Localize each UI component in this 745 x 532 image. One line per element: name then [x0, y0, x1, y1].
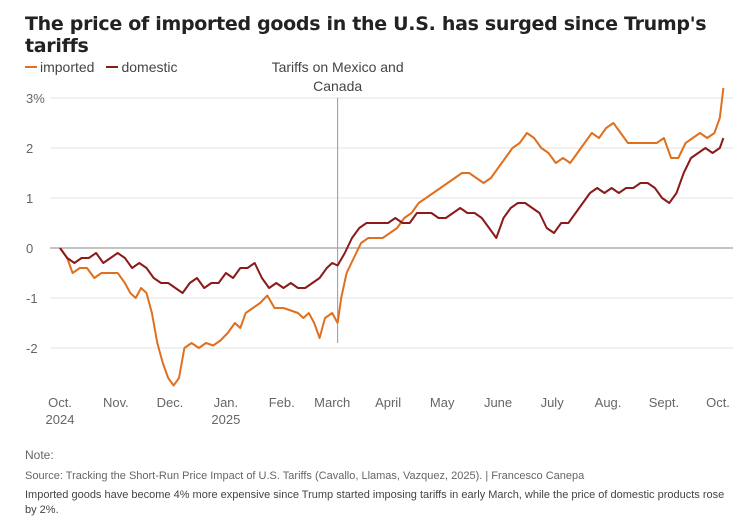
tariff-annotation: Tariffs on Mexico and Canada	[272, 59, 404, 343]
gridlines	[50, 97, 733, 349]
chart-title: The price of imported goods in the U.S. …	[25, 13, 707, 57]
legend-swatch-imported	[25, 66, 37, 68]
footer-description: Imported goods have become 4% more expen…	[25, 489, 725, 516]
x-tick-label: Nov.	[103, 395, 129, 410]
legend-item-domestic: domestic	[106, 59, 178, 75]
series-line-domestic	[59, 137, 725, 294]
x-tick-label: June	[484, 395, 512, 410]
legend-item-imported: imported	[25, 59, 94, 75]
x-tick-label: Oct.	[706, 395, 730, 410]
y-tick-label: 3%	[26, 91, 45, 106]
series-line-imported	[59, 87, 725, 387]
x-tick-year-label: 2025	[211, 412, 240, 427]
x-tick-label: Feb.	[269, 395, 295, 410]
y-tick-label: -2	[26, 341, 38, 356]
x-axis-ticks: Oct. 2024 Nov. Dec. Jan. 2025 Feb. March April Ma…	[46, 395, 730, 427]
x-tick-label: April	[375, 395, 401, 410]
footer-source: Source: Tracking the Short-Run Price Imp…	[25, 470, 585, 482]
annotation-label-line2: Canada	[313, 78, 362, 94]
y-tick-label: -1	[26, 291, 38, 306]
legend-swatch-domestic	[106, 66, 119, 68]
x-tick-label: May	[430, 395, 455, 410]
y-tick-label: 0	[26, 241, 33, 256]
legend-label-domestic: domestic	[121, 59, 178, 75]
legend: imported domestic	[25, 59, 178, 75]
x-tick-label: March	[314, 395, 350, 410]
y-tick-label: 1	[26, 191, 33, 206]
x-tick-label: Aug.	[595, 395, 622, 410]
x-tick-year-label: 2024	[46, 412, 75, 427]
series-lines	[59, 87, 725, 387]
x-tick-label: Oct.	[48, 395, 72, 410]
y-axis-ticks: 3% 2 1 0 -1 -2	[26, 91, 45, 356]
x-tick-label: Sept.	[649, 395, 679, 410]
y-tick-label: 2	[26, 141, 33, 156]
x-tick-label: Jan.	[214, 395, 239, 410]
x-tick-label: July	[541, 395, 565, 410]
footer-note: Note:	[25, 448, 54, 462]
legend-label-imported: imported	[40, 59, 95, 75]
annotation-label-line1: Tariffs on Mexico and	[272, 59, 404, 75]
x-tick-label: Dec.	[157, 395, 184, 410]
line-chart: 3% 2 1 0 -1 -2 Oct. 2024 Nov. Dec. Jan. 2025 Feb. Ma…	[26, 59, 733, 427]
